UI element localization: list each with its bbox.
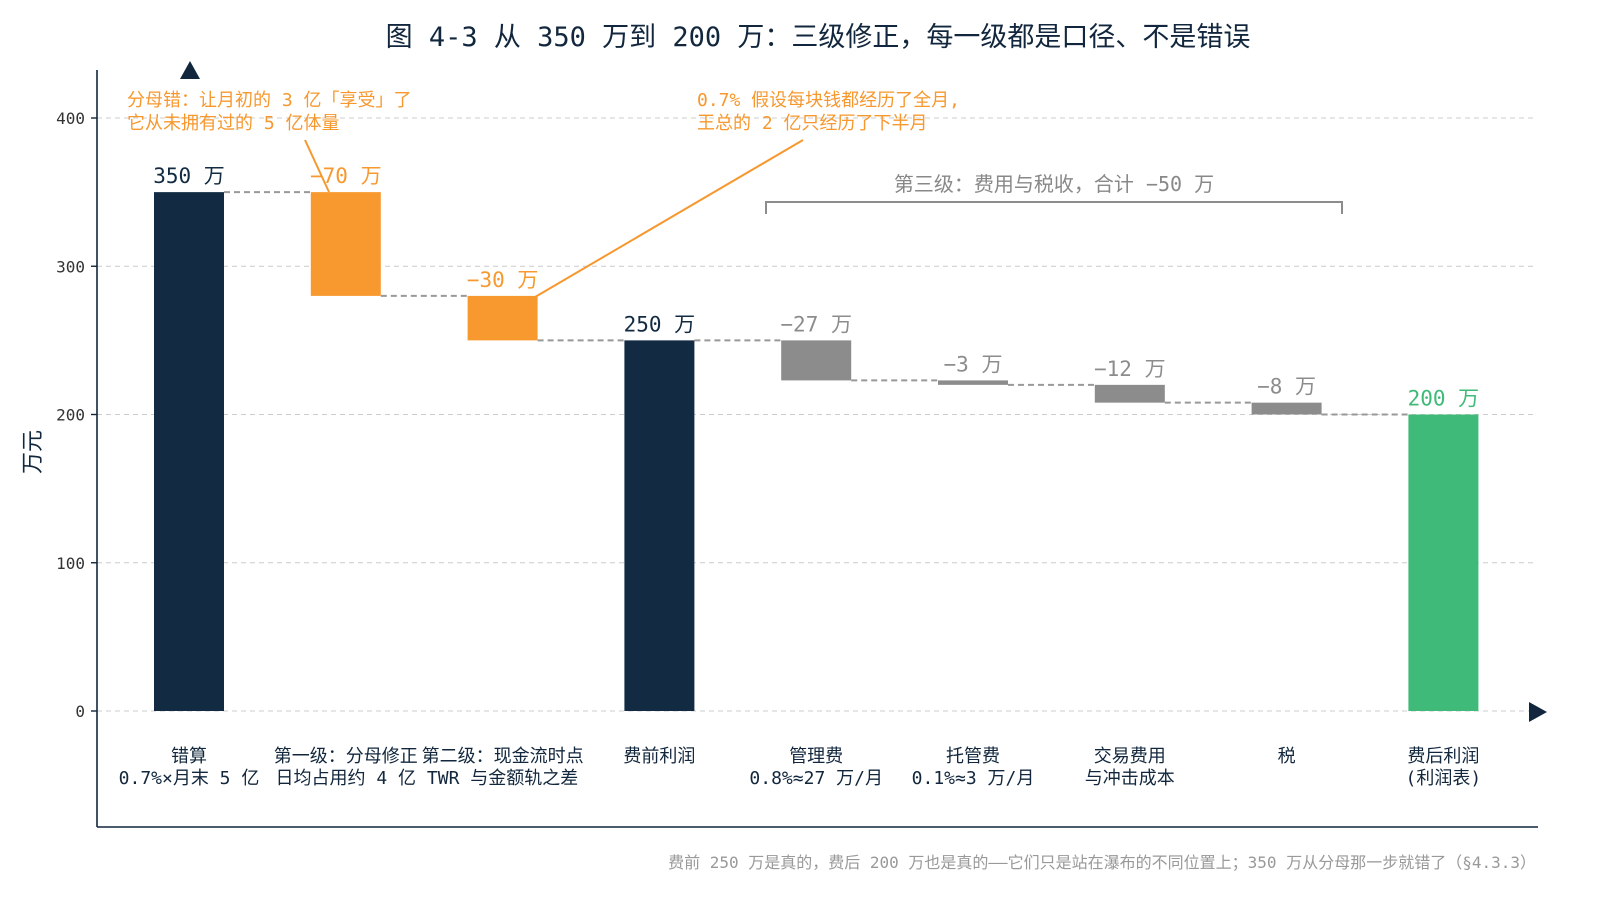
value-label-4: −27 万 — [780, 312, 852, 336]
bars — [154, 192, 1479, 711]
bar-7 — [1251, 402, 1322, 415]
category-sublabel-1: 日均占用约 4 亿 — [276, 768, 417, 789]
category-label-2: 第二级：现金流时点 — [422, 746, 584, 767]
bar-3 — [624, 340, 695, 711]
bar-1 — [310, 192, 381, 296]
annotation-1-pointer — [304, 139, 330, 193]
y-axis-label: 万元 — [21, 430, 46, 474]
y-ticks: 0 100 200 300 400 — [56, 109, 97, 721]
footnote: 费前 250 万是真的，费后 200 万也是真的——它们只是站在瀑布的不同位置上… — [668, 853, 1536, 872]
bar-6 — [1094, 384, 1165, 403]
value-label-3: 250 万 — [624, 312, 696, 336]
x-axis-arrow-icon — [1529, 702, 1547, 722]
category-label-3: 费前利润 — [623, 746, 695, 767]
category-label-8: 费后利润 — [1407, 746, 1479, 767]
bar-4 — [781, 340, 852, 381]
value-label-6: −12 万 — [1094, 357, 1166, 381]
annotation-1-line-2: 它从未拥有过的 5 亿体量 — [127, 113, 340, 134]
bar-5 — [938, 380, 1008, 385]
value-label-2: −30 万 — [467, 268, 539, 292]
category-label-4: 管理费 — [789, 746, 843, 767]
value-label-8: 200 万 — [1408, 387, 1480, 411]
category-sublabel-4: 0.8%≈27 万/月 — [749, 768, 883, 789]
annotation-2-line-2: 王总的 2 亿只经历了下半月 — [697, 113, 928, 134]
y-axis-arrow-icon — [180, 61, 200, 79]
bar-2 — [467, 295, 538, 341]
chart-title: 图 4-3 从 350 万到 200 万：三级修正，每一级都是口径、不是错误 — [386, 22, 1251, 53]
bracket-group: 第三级：费用与税收，合计 −50 万 — [765, 172, 1343, 214]
annotation-1-line-1: 分母错：让月初的 3 亿「享受」了 — [127, 90, 412, 111]
category-sublabel-8: (利润表) — [1406, 768, 1482, 789]
bracket-line — [765, 201, 1343, 214]
axes — [96, 61, 1547, 828]
category-label-1: 第一级：分母修正 — [274, 746, 418, 767]
annotation-2-pointer — [529, 139, 804, 301]
y-tick-label-100: 100 — [56, 554, 85, 573]
category-label-6: 交易费用 — [1094, 746, 1166, 767]
category-sublabel-5: 0.1%≈3 万/月 — [912, 768, 1035, 789]
value-label-7: −8 万 — [1257, 375, 1316, 399]
bar-0 — [154, 192, 224, 711]
category-label-5: 托管费 — [946, 746, 1000, 767]
value-label-0: 350 万 — [153, 164, 225, 188]
y-tick-label-0: 0 — [75, 702, 85, 721]
annotations: 分母错：让月初的 3 亿「享受」了 它从未拥有过的 5 亿体量 0.7% 假设每… — [127, 90, 960, 301]
annotation-2-line-1: 0.7% 假设每块钱都经历了全月, — [697, 90, 960, 111]
bar-8 — [1408, 414, 1479, 711]
y-tick-label-400: 400 — [56, 109, 85, 128]
y-tick-label-300: 300 — [56, 257, 85, 276]
category-label-0: 错算 — [171, 746, 207, 767]
connector-lines — [224, 191, 1409, 416]
bracket-label: 第三级：费用与税收，合计 −50 万 — [894, 172, 1214, 196]
category-sublabel-2: TWR 与金额轨之差 — [427, 768, 578, 789]
y-tick-label-200: 200 — [56, 406, 85, 425]
category-sublabel-6: 与冲击成本 — [1085, 768, 1175, 789]
category-sublabel-0: 0.7%×月末 5 亿 — [119, 768, 260, 789]
category-label-7: 税 — [1278, 746, 1296, 767]
value-label-5: −3 万 — [944, 352, 1003, 376]
